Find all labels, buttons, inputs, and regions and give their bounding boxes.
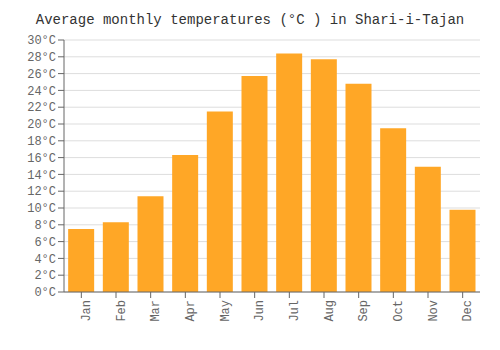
- svg-text:12°C: 12°C: [27, 185, 56, 199]
- svg-text:0°C: 0°C: [34, 286, 56, 300]
- svg-text:May: May: [219, 300, 233, 322]
- svg-text:2°C: 2°C: [34, 269, 56, 283]
- svg-text:16°C: 16°C: [27, 152, 56, 166]
- svg-text:20°C: 20°C: [27, 118, 56, 132]
- svg-text:Apr: Apr: [184, 300, 198, 322]
- svg-text:8°C: 8°C: [34, 219, 56, 233]
- svg-text:Aug: Aug: [323, 300, 337, 322]
- svg-text:18°C: 18°C: [27, 135, 56, 149]
- svg-text:Jul: Jul: [288, 300, 302, 322]
- svg-text:Jun: Jun: [253, 300, 267, 322]
- html-text:Average monthly temperatures (: Average monthly temperatures (°C ) in Sh…: [35, 12, 465, 28]
- svg-text:14°C: 14°C: [27, 169, 56, 183]
- svg-text:Sep: Sep: [357, 300, 371, 322]
- svg-text:4°C: 4°C: [34, 253, 56, 267]
- svg-text:6°C: 6°C: [34, 236, 56, 250]
- svg-text:22°C: 22°C: [27, 101, 56, 115]
- svg-text:28°C: 28°C: [27, 51, 56, 65]
- svg-text:Nov: Nov: [427, 300, 441, 322]
- svg-text:Jan: Jan: [80, 300, 94, 322]
- svg-text:26°C: 26°C: [27, 68, 56, 82]
- svg-text:10°C: 10°C: [27, 202, 56, 216]
- svg-text:Mar: Mar: [149, 300, 163, 322]
- svg-text:24°C: 24°C: [27, 85, 56, 99]
- svg-text:Oct: Oct: [392, 300, 406, 322]
- svg-text:Feb: Feb: [115, 300, 129, 322]
- svg-text:Dec: Dec: [461, 300, 475, 322]
- svg-text:30°C: 30°C: [27, 34, 56, 48]
